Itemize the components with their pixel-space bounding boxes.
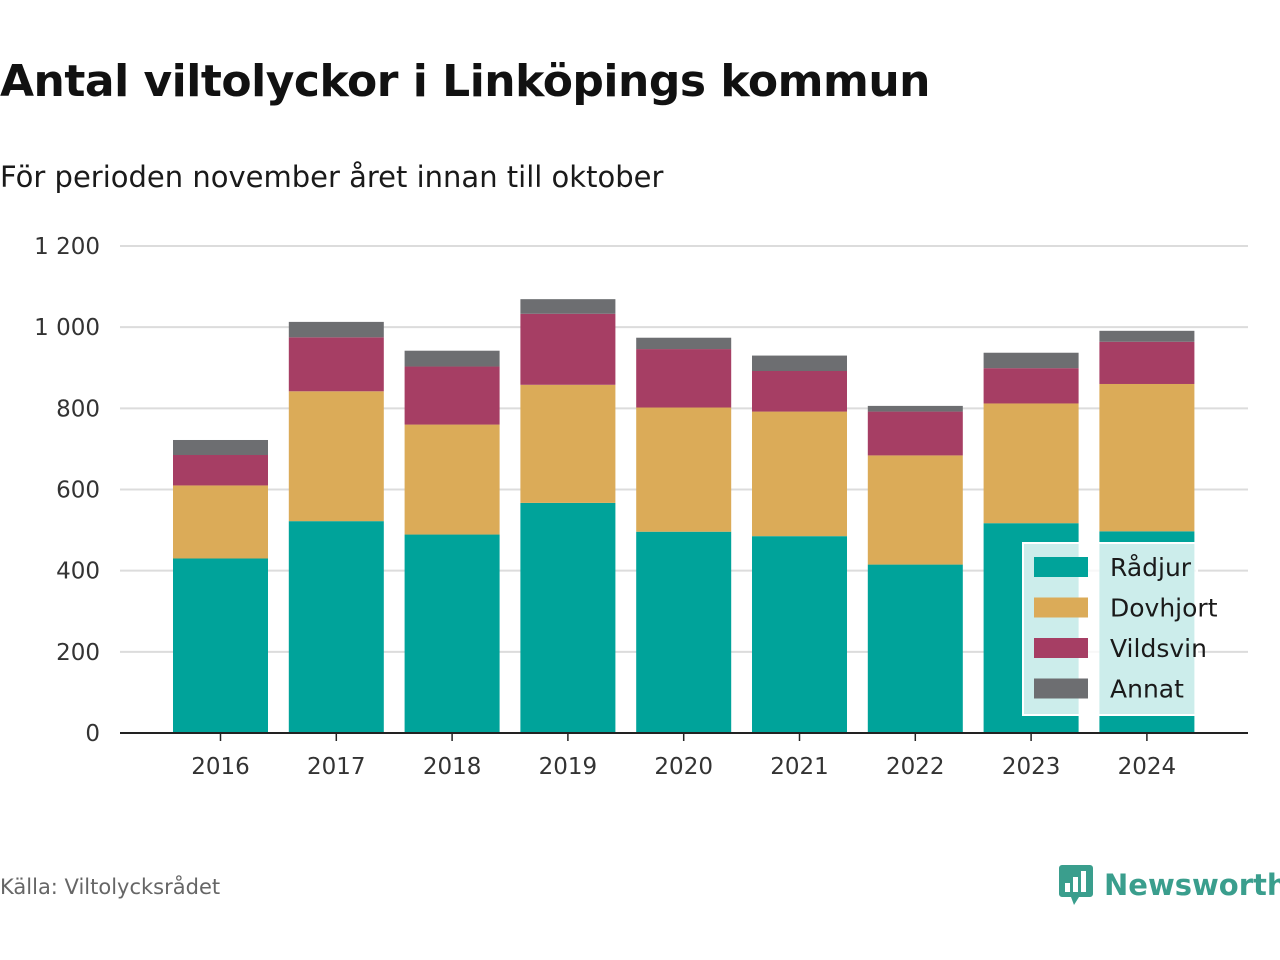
bar-segment	[288, 337, 384, 392]
chart-title: Antal viltolyckor i Linköpings kommun	[0, 56, 931, 107]
x-tick-label: 2020	[654, 754, 713, 780]
bar-segment	[173, 455, 268, 486]
bar-segment	[520, 313, 616, 385]
bar-segment	[983, 368, 1079, 404]
bar-segment	[1099, 341, 1195, 384]
bar-segment	[288, 321, 384, 338]
bar-segment	[173, 439, 268, 456]
bar-segment	[983, 403, 1079, 524]
bar-segment	[404, 424, 500, 535]
bar-segment	[752, 411, 847, 537]
x-tick-label: 2017	[307, 754, 366, 780]
legend-label: Dovhjort	[1110, 594, 1218, 623]
x-tick-label: 2021	[770, 754, 829, 780]
bar-segment	[173, 558, 268, 733]
bar-segment	[636, 349, 732, 408]
y-tick-label: 0	[85, 721, 100, 747]
bar-segment	[288, 521, 384, 733]
chart-subtitle: För perioden november året innan till ok…	[0, 160, 664, 194]
bar-segment	[288, 391, 384, 522]
bar-segment	[636, 337, 732, 350]
y-tick-label: 1 200	[34, 234, 100, 260]
bar-segment	[752, 370, 847, 412]
bar-segment	[867, 405, 963, 412]
y-tick-label: 1 000	[34, 315, 100, 341]
stacked-bar-chart: 0 200 400 600 800 1 000 1 200 2016 2017 2018 2019 2…	[34, 234, 1248, 780]
x-tick-label: 2019	[539, 754, 598, 780]
bar-segment	[404, 366, 500, 425]
x-tick-label: 2018	[423, 754, 482, 780]
source-note: Källa: Viltolycksrådet	[0, 875, 221, 899]
legend-label: Rådjur	[1110, 553, 1192, 582]
y-tick-label: 800	[56, 396, 100, 422]
legend-swatch	[1034, 638, 1088, 658]
bar-segment	[867, 411, 963, 456]
bar-segment	[636, 407, 732, 532]
bar-segment	[520, 299, 616, 314]
bar-segment	[1099, 330, 1195, 342]
legend-swatch	[1034, 678, 1088, 699]
y-tick-label: 400	[56, 559, 100, 585]
newsworthy-logo-icon	[1059, 865, 1093, 905]
bar-segment	[636, 531, 732, 733]
bar-segment	[173, 485, 268, 559]
bar-segment	[1099, 383, 1195, 532]
bar-segment	[752, 355, 847, 371]
x-tick-label: 2016	[191, 754, 250, 780]
legend-label: Vildsvin	[1110, 634, 1207, 663]
y-tick-label: 200	[56, 640, 100, 666]
x-tick-label: 2024	[1118, 754, 1177, 780]
legend-swatch	[1034, 597, 1088, 618]
bar-segment	[867, 455, 963, 565]
bar-segment	[404, 350, 500, 367]
bar-segment	[520, 502, 616, 733]
x-tick-label: 2023	[1002, 754, 1061, 780]
bar-segment	[520, 384, 616, 503]
legend-label: Annat	[1110, 675, 1184, 704]
bar-segment	[404, 534, 500, 733]
brand-logo[interactable]: Newsworthy	[1058, 862, 1280, 908]
brand-name: Newsworthy	[1104, 868, 1280, 902]
y-tick-label: 600	[56, 478, 100, 504]
bar-segment	[867, 564, 963, 733]
bar-segment	[983, 352, 1079, 369]
x-tick-label: 2022	[886, 754, 945, 780]
bar-segment	[752, 536, 847, 733]
legend-swatch	[1034, 557, 1088, 577]
